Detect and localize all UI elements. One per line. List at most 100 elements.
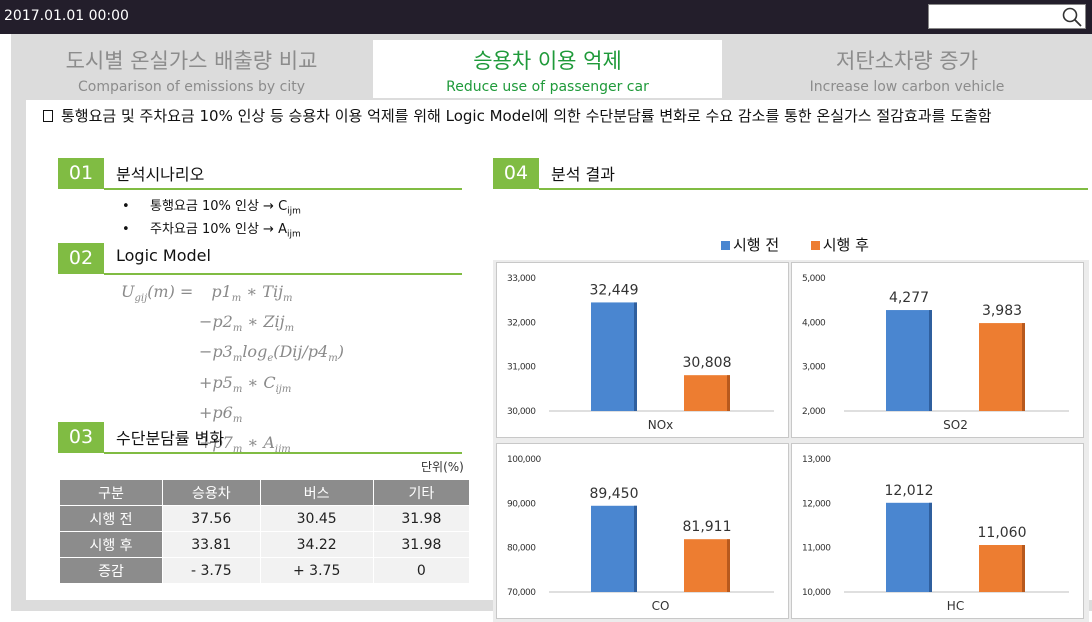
table-cell: + 3.75	[259, 557, 374, 584]
main-frame: 도시별 온실가스 배출량 비교 Comparison of emissions …	[11, 34, 1092, 622]
table-header-cell: 승용차	[162, 479, 261, 506]
tab-title-en: Increase low carbon vehicle	[809, 79, 1005, 95]
formula-sub: m	[232, 444, 243, 456]
table-cell: 31.98	[372, 505, 471, 532]
y-tick-label: 3,000	[802, 363, 826, 373]
tab-title-ko: 승용차 이용 억제	[473, 49, 622, 73]
formula-term: log	[242, 342, 268, 362]
legend-swatch-after	[810, 241, 820, 250]
list-item: 통행요금 10% 인상 → Cijm	[122, 198, 301, 221]
section-underline	[539, 188, 1088, 190]
chart-co: 70,000 80,000 90,000 100,000 89,450 81,911 CO	[496, 443, 789, 619]
tab-city-comparison[interactable]: 도시별 온실가스 배출량 비교 Comparison of emissions …	[11, 40, 372, 98]
formula-term: )	[337, 342, 344, 362]
bar-before	[591, 505, 637, 592]
y-tick-label: 5,000	[802, 274, 826, 284]
x-axis-label: SO2	[943, 418, 968, 432]
table-cell: 37.56	[162, 505, 261, 532]
formula-term: ∗ A	[242, 432, 275, 452]
section-results-header: 04 분석 결과	[493, 158, 1089, 192]
formula-term: ∗ Tij	[241, 282, 284, 301]
data-label: 32,449	[590, 282, 639, 298]
chart-svg: 2,000 3,000 4,000 5,000 4,277 3,983 SO2	[802, 274, 1069, 432]
y-tick-label: 31,000	[507, 363, 536, 373]
row-label: 시행 전	[59, 505, 163, 532]
table-header-cell: 구분	[59, 479, 163, 506]
bar-shade	[1022, 323, 1025, 411]
table-cell: 33.81	[162, 531, 261, 558]
chart-svg: 10,000 11,000 12,000 13,000 12,012 11,060 HC	[802, 455, 1069, 613]
formula-sub: m	[231, 293, 242, 305]
intro-sentence: 통행요금 및 주차요금 10% 인상 등 승용차 이용 억제를 위해 Logic…	[61, 107, 992, 125]
chart-nox: 30,000 31,000 32,000 33,000 32,449 30,808 NOx	[496, 262, 789, 438]
x-axis-label: HC	[947, 599, 964, 613]
search-box[interactable]	[928, 4, 1086, 29]
formula-term: ∗ Zij	[242, 312, 285, 332]
section-title: 분석 결과	[551, 165, 615, 184]
formula-term: ∗ C	[242, 372, 276, 392]
legend-swatch-before	[721, 241, 730, 250]
data-label: 30,808	[683, 355, 732, 371]
search-icon[interactable]	[1061, 6, 1083, 28]
data-label: 4,277	[889, 290, 929, 306]
chart-legend: 시행 전 시행 후	[721, 234, 869, 255]
bar-before	[591, 302, 637, 411]
unit-label: 단위(%)	[421, 460, 464, 474]
x-axis-label: NOx	[648, 418, 674, 432]
bar-shade	[634, 505, 637, 592]
section-number: 03	[58, 422, 104, 453]
formula-lhs: U	[121, 282, 135, 301]
square-bullet-icon	[43, 110, 53, 122]
table-row: 시행 후 33.81 34.22 31.98	[59, 531, 471, 558]
row-label: 증감	[59, 557, 163, 584]
tab-low-carbon-vehicle[interactable]: 저탄소차량 증가 Increase low carbon vehicle	[722, 40, 1092, 98]
section-title: 수단분담률 변화	[116, 429, 225, 448]
section-underline	[104, 188, 462, 190]
y-tick-label: 4,000	[802, 318, 826, 328]
table-header-row: 구분 승용차 버스 기타	[59, 479, 471, 506]
scenario-sub: ijm	[287, 206, 301, 217]
section-number: 04	[493, 158, 539, 189]
formula-row: +p7m ∗ Aijm	[121, 431, 344, 461]
y-tick-label: 33,000	[507, 274, 536, 284]
data-label: 11,060	[978, 525, 1027, 541]
formula-sub: e	[267, 353, 274, 365]
formula-sub: gij	[134, 293, 148, 305]
mode-share-table: 구분 승용차 버스 기타 시행 전 37.56 30.45 31.98 시행 후…	[59, 479, 471, 584]
bar-before	[886, 502, 932, 592]
y-tick-label: 2,000	[802, 407, 826, 417]
formula-sub: m	[283, 293, 293, 305]
formula-sub: m	[284, 323, 295, 335]
table-header-cell: 버스	[259, 479, 374, 506]
y-tick-label: 13,000	[802, 455, 831, 465]
list-item: 주차요금 10% 인상 → Aijm	[122, 221, 301, 244]
table-row: 시행 전 37.56 30.45 31.98	[59, 505, 471, 532]
tab-title-ko: 저탄소차량 증가	[836, 49, 978, 73]
top-bar: 2017.01.01 00:00	[0, 0, 1092, 34]
formula-term: +p7	[199, 432, 233, 452]
table-cell: 0	[372, 557, 471, 584]
bar-before	[886, 310, 932, 411]
section-number: 01	[58, 158, 104, 189]
tab-reduce-passenger-car[interactable]: 승용차 이용 억제 Reduce use of passenger car	[373, 40, 722, 98]
bar-shade	[929, 310, 932, 411]
bar-after	[684, 375, 730, 411]
search-input[interactable]	[931, 7, 1061, 26]
formula-term: −p2	[199, 312, 233, 332]
y-tick-label: 12,000	[802, 499, 831, 509]
y-tick-label: 90,000	[507, 499, 536, 509]
y-tick-label: 80,000	[507, 544, 536, 554]
scenario-text: 통행요금 10% 인상 → C	[150, 199, 288, 214]
y-tick-label: 32,000	[507, 318, 536, 328]
table-cell: 31.98	[372, 531, 471, 558]
formula-sub: m	[232, 353, 243, 365]
bar-shade	[634, 302, 637, 411]
bar-shade	[929, 502, 932, 592]
y-tick-label: 11,000	[802, 544, 831, 554]
data-label: 12,012	[885, 483, 934, 499]
formula-row: −p2m ∗ Zijm	[121, 310, 344, 340]
bar-shade	[727, 375, 730, 411]
formula-sub: m	[328, 353, 338, 365]
data-label: 3,983	[982, 303, 1022, 319]
bar-after	[979, 323, 1025, 411]
